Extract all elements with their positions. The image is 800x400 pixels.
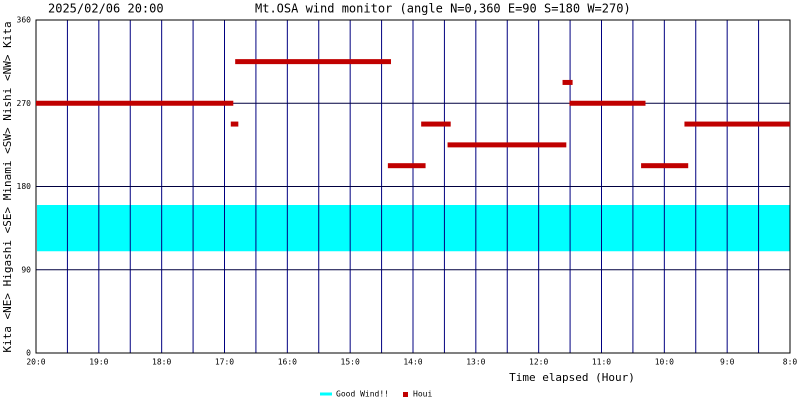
- x-tick-label: 19:0: [89, 358, 108, 367]
- x-tick-label: 17:0: [215, 358, 234, 367]
- wind-segment: [421, 121, 451, 127]
- y-tick-label: 270: [17, 99, 32, 108]
- x-tick-label: 16:0: [278, 358, 297, 367]
- y-tick-label: 360: [17, 16, 32, 25]
- legend-label: Houi: [413, 390, 432, 399]
- x-tick-label: 12:0: [529, 358, 548, 367]
- x-tick-label: 10:0: [655, 358, 674, 367]
- wind-segment: [447, 142, 567, 148]
- x-tick-label: 8:0: [783, 358, 798, 367]
- wind-segment: [641, 163, 689, 169]
- wind-segment: [684, 121, 790, 127]
- x-tick-label: 14:0: [403, 358, 422, 367]
- x-tick-label: 18:0: [152, 358, 171, 367]
- legend-swatch: [403, 392, 408, 397]
- x-tick-label: 13:0: [466, 358, 485, 367]
- x-tick-label: 9:0: [720, 358, 735, 367]
- wind-segment: [36, 100, 234, 106]
- wind-segment: [387, 163, 426, 169]
- chart-date: 2025/02/06 20:00: [48, 2, 164, 16]
- x-tick-label: 20:0: [26, 358, 45, 367]
- wind-segment: [569, 100, 646, 106]
- y-tick-label: 180: [17, 182, 32, 191]
- plot-border: [35, 19, 791, 354]
- x-axis-label: Time elapsed (Hour): [509, 371, 635, 384]
- wind-segment: [562, 79, 573, 85]
- wind-segment: [235, 59, 392, 65]
- y-tick-label: 90: [21, 265, 31, 274]
- y-tick-label: 0: [26, 349, 31, 358]
- x-tick-label: 15:0: [341, 358, 360, 367]
- chart-title: Mt.OSA wind monitor (angle N=0,360 E=90 …: [255, 2, 631, 16]
- wind-segment: [230, 121, 239, 127]
- x-tick-label: 11:0: [592, 358, 611, 367]
- legend-label: Good Wind!!: [336, 390, 389, 399]
- y-axis-label: Kita <NE> Higashi <SE> Minami <SW> Nishi…: [1, 21, 14, 352]
